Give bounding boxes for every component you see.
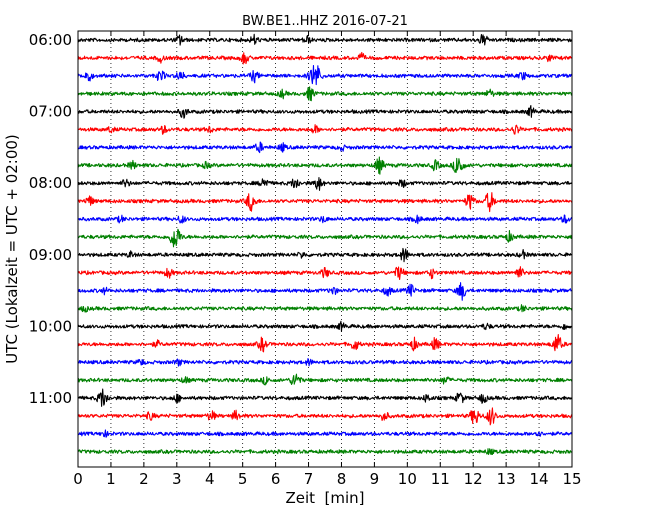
trace-row-15	[77, 282, 573, 301]
x-tick-label: 7	[304, 470, 314, 488]
x-tick-label: 14	[530, 470, 549, 488]
trace-row-17	[77, 320, 573, 332]
x-tick-label: 9	[370, 470, 380, 488]
trace-row-5	[77, 105, 573, 119]
trace-row-22	[77, 407, 573, 426]
trace-row-1	[77, 33, 573, 46]
x-tick-label: 6	[271, 470, 281, 488]
x-tick-label: 2	[139, 470, 149, 488]
trace-row-13	[77, 247, 573, 263]
y-tick-label: 07:00	[29, 103, 72, 121]
trace-row-9	[77, 177, 573, 191]
x-tick-label: 3	[172, 470, 182, 488]
trace-row-12	[77, 228, 573, 248]
y-tick-label: 09:00	[29, 246, 72, 264]
x-tick-label: 8	[337, 470, 347, 488]
y-axis: 06:00 07:00 08:00 09:00 10:00 11:00	[29, 31, 572, 407]
trace-row-20	[77, 373, 573, 386]
plot-frame	[77, 30, 573, 468]
trace-row-11	[77, 214, 573, 225]
trace-row-21	[77, 388, 573, 407]
x-tick-label: 11	[431, 470, 450, 488]
trace-row-18	[77, 334, 573, 353]
trace-row-14	[77, 266, 572, 281]
trace-row-23	[77, 429, 573, 438]
trace-row-24	[77, 448, 573, 456]
trace-row-10	[77, 192, 573, 213]
trace-row-16	[77, 304, 573, 313]
y-tick-label: 10:00	[29, 317, 72, 335]
chart-title: BW.BE1..HHZ 2016-07-21	[242, 14, 408, 29]
y-tick-label: 08:00	[29, 174, 72, 192]
trace-row-4	[77, 86, 573, 102]
x-axis-label: Zeit [min]	[285, 489, 364, 507]
trace-row-19	[77, 358, 573, 367]
y-axis-label: UTC (Lokalzeit = UTC + 02:00)	[3, 134, 21, 364]
trace-row-7	[77, 141, 573, 154]
x-tick-label: 10	[398, 470, 417, 488]
x-tick-label: 5	[238, 470, 248, 488]
vertical-grid	[110, 31, 540, 467]
x-tick-label: 15	[562, 470, 581, 488]
x-tick-label: 4	[205, 470, 215, 488]
trace-row-2	[77, 51, 573, 65]
trace-group	[77, 33, 573, 456]
x-tick-label: 0	[73, 470, 83, 488]
x-tick-label: 1	[106, 470, 116, 488]
x-tick-label: 12	[464, 470, 483, 488]
trace-row-6	[77, 124, 573, 135]
y-tick-label: 06:00	[29, 31, 72, 49]
trace-row-3	[77, 64, 573, 86]
x-axis: 0 1 2 3 4 5 6 7 8 9 10 11 12 13 14 15	[73, 31, 582, 488]
y-tick-label: 11:00	[29, 389, 72, 407]
x-tick-label: 13	[497, 470, 516, 488]
trace-row-8	[77, 156, 573, 175]
